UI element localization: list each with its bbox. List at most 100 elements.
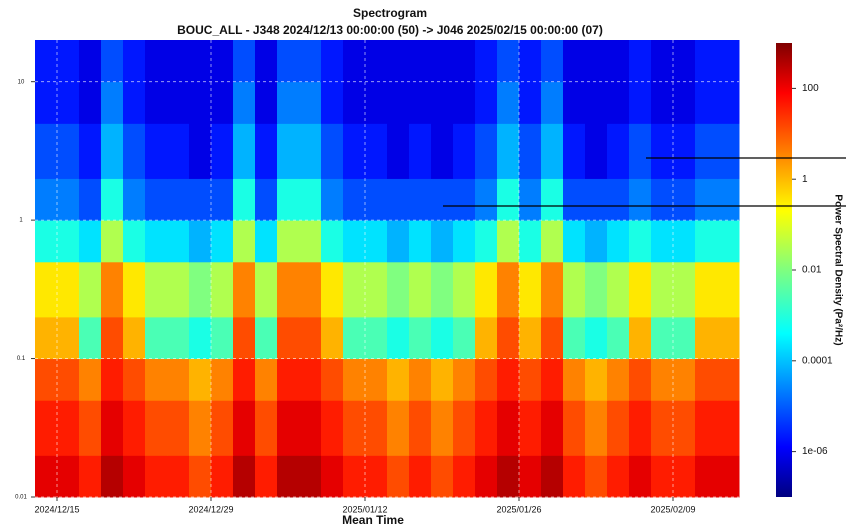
- heatmap-cell: [695, 40, 718, 83]
- heatmap-cell: [431, 316, 454, 360]
- heatmap-cell: [497, 123, 520, 179]
- heatmap-cell: [79, 81, 102, 124]
- heatmap-cell: [717, 40, 740, 83]
- heatmap-cell: [387, 123, 410, 179]
- heatmap-cell: [431, 40, 454, 83]
- heatmap-cell: [79, 178, 102, 221]
- heatmap-cell: [123, 220, 146, 263]
- heatmap-cell: [189, 220, 212, 263]
- heatmap-cell: [475, 316, 498, 360]
- heatmap-cell: [585, 123, 608, 179]
- x-tick-label: 2025/01/26: [496, 504, 541, 514]
- heatmap-cell: [365, 261, 388, 318]
- heatmap-cell: [563, 220, 586, 263]
- heatmap-cell: [607, 81, 630, 124]
- heatmap-cell: [585, 40, 608, 83]
- heatmap-cell: [409, 316, 432, 360]
- heatmap-cell: [255, 220, 278, 263]
- heatmap-cell: [475, 81, 498, 124]
- heatmap-cell: [167, 81, 190, 124]
- heatmap-cell: [255, 400, 278, 456]
- heatmap-cell: [651, 261, 674, 318]
- heatmap-cell: [123, 123, 146, 179]
- heatmap-cell: [365, 400, 388, 456]
- y-tick-label: 10: [18, 79, 25, 85]
- heatmap-cell: [409, 358, 432, 401]
- heatmap-cell: [585, 455, 608, 498]
- heatmap-cell: [321, 358, 344, 401]
- heatmap-cell: [585, 81, 608, 124]
- heatmap-cell: [673, 220, 696, 263]
- heatmap-cell: [255, 123, 278, 179]
- heatmap-cell: [255, 81, 278, 124]
- heatmap-cell: [585, 220, 608, 263]
- heatmap-cell: [563, 455, 586, 498]
- heatmap-cell: [277, 455, 300, 498]
- heatmap-cell: [299, 261, 322, 318]
- heatmap-cell: [387, 316, 410, 360]
- heatmap-cell: [321, 178, 344, 221]
- heatmap-cell: [673, 316, 696, 360]
- heatmap-cell: [145, 358, 168, 401]
- heatmap-cell: [607, 123, 630, 179]
- y-tick-label: 0.01: [15, 495, 27, 501]
- heatmap-cell: [453, 316, 476, 360]
- heatmap-cell: [673, 358, 696, 401]
- heatmap-cell: [651, 455, 674, 498]
- heatmap-cell: [321, 261, 344, 318]
- heatmap-cell: [167, 400, 190, 456]
- heatmap-cell: [673, 40, 696, 83]
- heatmap-cell: [563, 40, 586, 83]
- heatmap-cell: [145, 220, 168, 263]
- heatmap-cell: [607, 40, 630, 83]
- colorbar-tick-label: 1: [802, 174, 808, 185]
- heatmap-cell: [35, 40, 58, 83]
- heatmap-cell: [409, 178, 432, 221]
- heatmap-cell: [211, 261, 234, 318]
- heatmap-cell: [343, 178, 366, 221]
- heatmap-cell: [673, 455, 696, 498]
- heatmap-cell: [497, 178, 520, 221]
- heatmap-cell: [343, 400, 366, 456]
- heatmap-cell: [519, 455, 542, 498]
- heatmap-cell: [365, 123, 388, 179]
- heatmap-cell: [255, 178, 278, 221]
- heatmap-cell: [233, 123, 256, 179]
- heatmap-cell: [409, 261, 432, 318]
- heatmap-cell: [651, 358, 674, 401]
- chart-title: Spectrogram: [353, 6, 427, 20]
- heatmap-cell: [475, 40, 498, 83]
- heatmap-cell: [211, 81, 234, 124]
- heatmap-cell: [365, 316, 388, 360]
- heatmap-cell: [35, 261, 58, 318]
- x-tick-label: 2025/01/12: [342, 504, 387, 514]
- heatmap-cell: [497, 40, 520, 83]
- heatmap-cell: [145, 316, 168, 360]
- heatmap-cell: [497, 81, 520, 124]
- heatmap-cell: [541, 40, 564, 83]
- heatmap-cell: [123, 178, 146, 221]
- x-tick-label: 2025/02/09: [650, 504, 695, 514]
- heatmap-cell: [277, 123, 300, 179]
- x-tick-label: 2024/12/15: [34, 504, 79, 514]
- heatmap-cell: [365, 455, 388, 498]
- heatmap-cell: [35, 81, 58, 124]
- heatmap-cell: [607, 316, 630, 360]
- heatmap-cell: [607, 358, 630, 401]
- heatmap-cell: [277, 40, 300, 83]
- heatmap-cell: [277, 316, 300, 360]
- heatmap-cell: [497, 400, 520, 456]
- heatmap-cell: [167, 261, 190, 318]
- heatmap-cell: [57, 40, 80, 83]
- heatmap-cell: [321, 40, 344, 83]
- heatmap-cell: [79, 316, 102, 360]
- heatmap-cell: [651, 40, 674, 83]
- heatmap-cell: [563, 81, 586, 124]
- heatmap-cell: [233, 81, 256, 124]
- heatmap-cell: [475, 358, 498, 401]
- heatmap-cell: [321, 455, 344, 498]
- colorbar: [776, 43, 792, 497]
- heatmap-cell: [651, 123, 674, 179]
- heatmap-cell: [409, 123, 432, 179]
